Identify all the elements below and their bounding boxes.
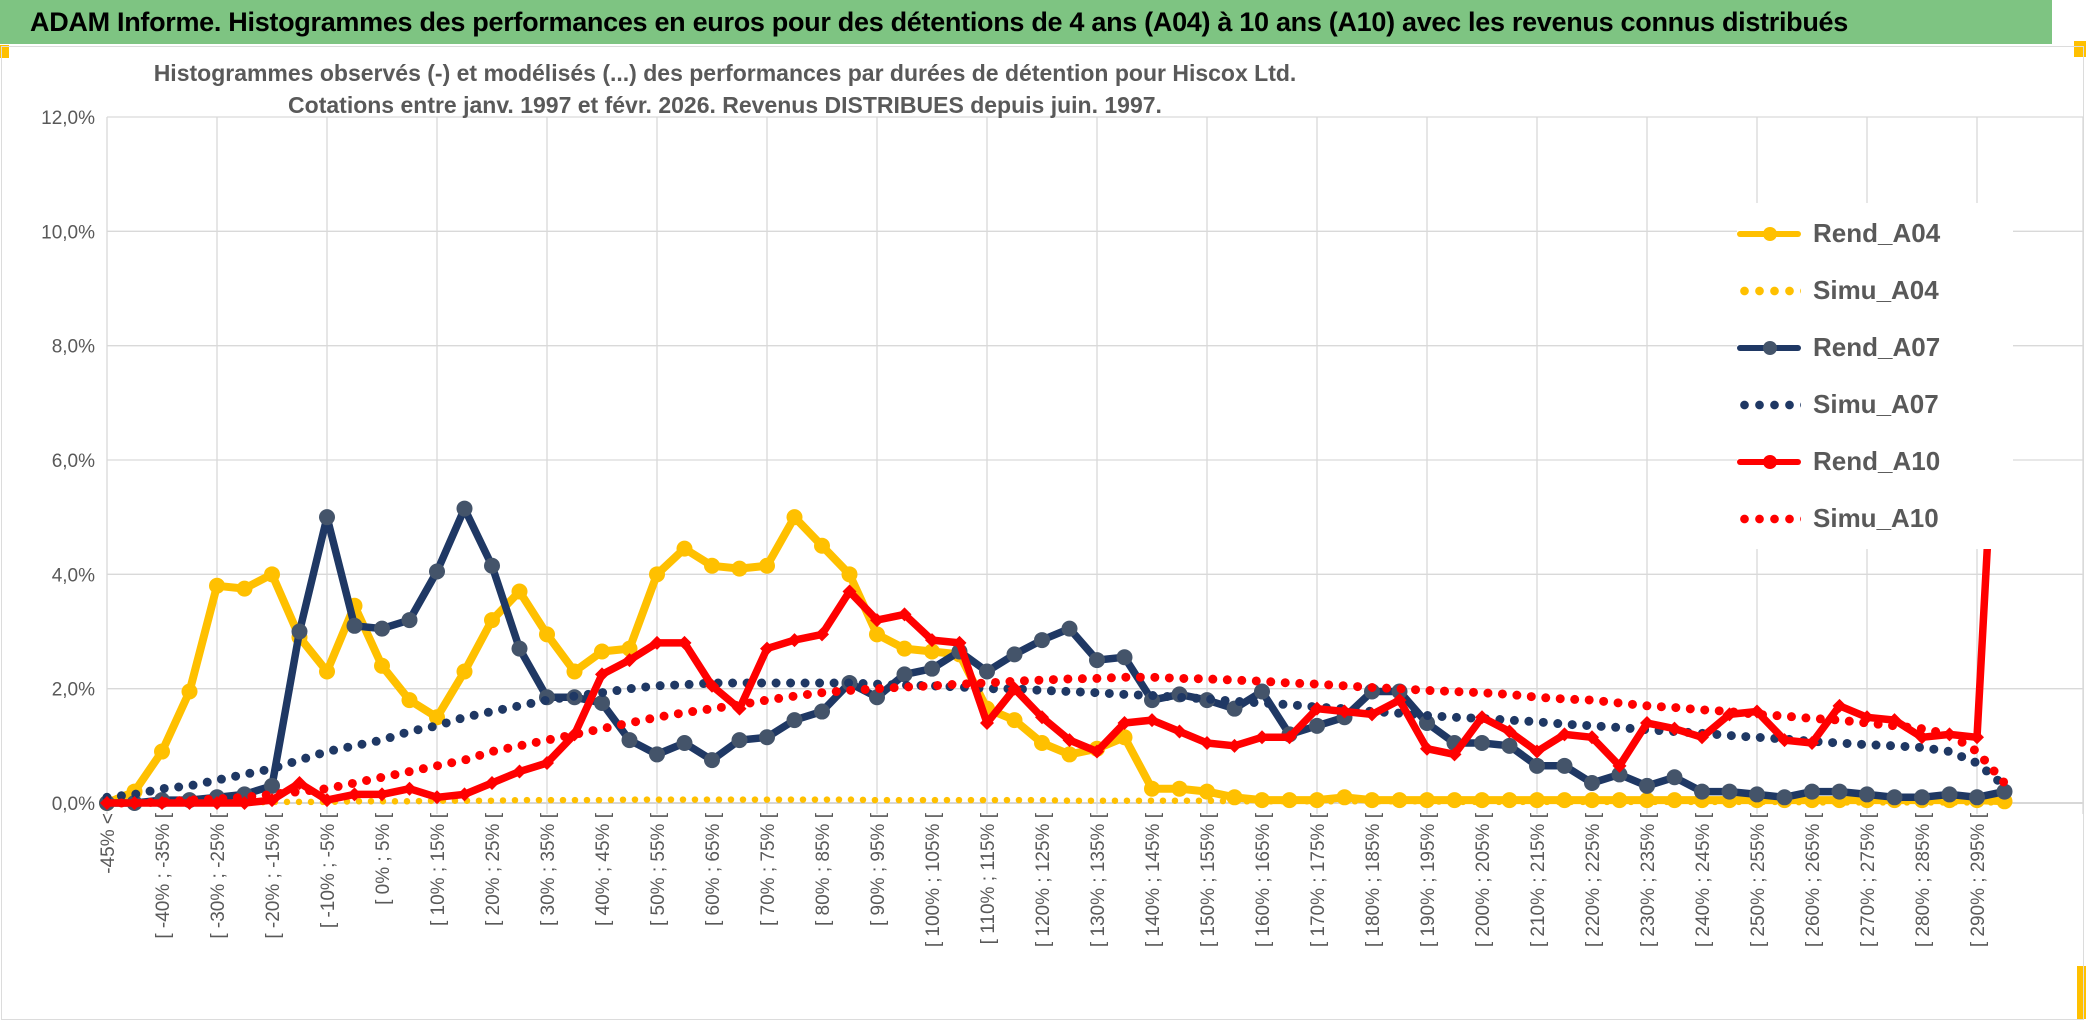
legend-marker-dot — [1763, 226, 1777, 241]
legend-item-rend-a07: Rend_A07 — [1737, 319, 2013, 376]
svg-text:0,0%: 0,0% — [52, 794, 95, 815]
svg-text:8,0%: 8,0% — [52, 337, 95, 358]
svg-text:10,0%: 10,0% — [41, 222, 95, 243]
legend-label: Rend_A07 — [1813, 332, 1941, 362]
y-axis-labels: 0,0% 2,0% 4,0% 6,0% 8,0% 10,0% 12,0% — [41, 108, 95, 815]
svg-text:[ -20% ; -15% [: [ -20% ; -15% [ — [263, 812, 284, 938]
report-title-bar: ADAM Informe. Histogrammes des performan… — [0, 0, 2052, 44]
legend-item-rend-a04: Rend_A04 — [1737, 205, 2013, 262]
svg-text:2,0%: 2,0% — [52, 680, 95, 701]
corner-accent-top-left — [0, 45, 9, 58]
svg-text:[ 10% ; 15% [: [ 10% ; 15% [ — [428, 812, 449, 926]
svg-text:[ 190% ; 195% [: [ 190% ; 195% [ — [1418, 812, 1439, 947]
svg-text:[ 40% ; 45% [: [ 40% ; 45% [ — [593, 812, 614, 926]
report-title: ADAM Informe. Histogrammes des performan… — [30, 7, 1848, 37]
legend-line-sample — [1737, 226, 1801, 241]
legend-label: Simu_A04 — [1813, 275, 1939, 305]
svg-text:[ 120% ; 125% [: [ 120% ; 125% [ — [1033, 812, 1054, 947]
legend-marker-dot — [1763, 340, 1777, 355]
legend-line-sample — [1737, 340, 1801, 355]
x-axis-labels: -45% < [ -40% ; -35% [ [ -30% ; -25% [ [ -2… — [98, 812, 1989, 947]
svg-text:4,0%: 4,0% — [52, 565, 95, 586]
svg-text:[ 110% ; 115% [: [ 110% ; 115% [ — [978, 812, 999, 944]
svg-text:[ 80% ; 85% [: [ 80% ; 85% [ — [813, 812, 834, 926]
svg-text:[ 90% ; 95% [: [ 90% ; 95% [ — [868, 812, 889, 926]
svg-text:[ 210% ; 215% [: [ 210% ; 215% [ — [1528, 812, 1549, 947]
svg-text:[ 0% ; 5% [: [ 0% ; 5% [ — [373, 812, 394, 905]
svg-text:[ 60% ; 65% [: [ 60% ; 65% [ — [703, 812, 724, 926]
series-Rend_A07 — [99, 500, 2013, 811]
legend-item-simu-a10: Simu_A10 — [1737, 490, 2013, 547]
chart-title: Histogrammes observés (-) et modélisés (… — [153, 60, 1297, 86]
series-Simu_A04 — [103, 796, 2008, 807]
svg-text:[ 280% ; 285% [: [ 280% ; 285% [ — [1913, 812, 1934, 947]
svg-text:[ 180% ; 185% [: [ 180% ; 185% [ — [1363, 812, 1384, 947]
svg-text:[ 200% ; 205% [: [ 200% ; 205% [ — [1473, 812, 1494, 947]
legend-label: Rend_A10 — [1813, 446, 1941, 476]
svg-text:[ 260% ; 265% [: [ 260% ; 265% [ — [1803, 812, 1824, 947]
legend-label: Simu_A07 — [1813, 389, 1939, 419]
svg-text:[ 30% ; 35% [: [ 30% ; 35% [ — [538, 812, 559, 926]
corner-accent-bottom-right — [2077, 966, 2086, 1019]
svg-text:[ -10% ; -5% [: [ -10% ; -5% [ — [318, 812, 339, 928]
svg-text:[ 50% ; 55% [: [ 50% ; 55% [ — [648, 812, 669, 926]
chart-title-block: Histogrammes observés (-) et modélisés (… — [154, 57, 1297, 121]
legend-line-sample — [1737, 283, 1801, 298]
svg-text:[ 70% ; 75% [: [ 70% ; 75% [ — [758, 812, 779, 926]
legend: Rend_A04 Simu_A04 Rend_A07 Simu_A07 Rend… — [1737, 203, 2013, 549]
svg-text:[ 140% ; 145% [: [ 140% ; 145% [ — [1143, 812, 1164, 947]
series-Simu_A07 — [102, 678, 2009, 802]
legend-label: Rend_A04 — [1813, 218, 1941, 248]
legend-line-sample — [1737, 397, 1801, 412]
svg-text:-45% <: -45% < — [98, 813, 119, 874]
legend-item-simu-a04: Simu_A04 — [1737, 262, 2013, 319]
svg-text:12,0%: 12,0% — [41, 108, 95, 129]
svg-text:[ 290% ; 295% [: [ 290% ; 295% [ — [1968, 812, 1989, 947]
series-Rend_A10 — [100, 224, 2012, 810]
svg-text:[ 230% ; 235% [: [ 230% ; 235% [ — [1638, 812, 1659, 947]
series-Simu_A10 — [102, 672, 2009, 808]
legend-line-sample — [1737, 511, 1801, 526]
svg-text:[ 100% ; 105% [: [ 100% ; 105% [ — [923, 812, 944, 947]
svg-text:[ 170% ; 175% [: [ 170% ; 175% [ — [1308, 812, 1329, 947]
legend-item-rend-a10: Rend_A10 — [1737, 433, 2013, 490]
svg-text:[ 220% ; 225% [: [ 220% ; 225% [ — [1583, 812, 1604, 947]
legend-marker-dot — [1763, 454, 1777, 469]
svg-text:[ 20% ; 25% [: [ 20% ; 25% [ — [483, 812, 504, 926]
svg-text:[ -40% ; -35% [: [ -40% ; -35% [ — [153, 812, 174, 938]
svg-text:[ -30% ; -25% [: [ -30% ; -25% [ — [208, 812, 229, 938]
legend-item-simu-a07: Simu_A07 — [1737, 376, 2013, 433]
legend-label: Simu_A10 — [1813, 503, 1939, 533]
svg-text:[ 150% ; 155% [: [ 150% ; 155% [ — [1198, 812, 1219, 947]
svg-text:[ 250% ; 255% [: [ 250% ; 255% [ — [1748, 812, 1769, 947]
svg-text:[ 130% ; 135% [: [ 130% ; 135% [ — [1088, 812, 1109, 947]
svg-text:[ 270% ; 275% [: [ 270% ; 275% [ — [1858, 812, 1879, 947]
svg-text:6,0%: 6,0% — [52, 451, 95, 472]
legend-line-sample — [1737, 454, 1801, 469]
chart-subtitle: Cotations entre janv. 1997 et févr. 2026… — [288, 92, 1162, 118]
series-Rend_A04 — [99, 509, 2013, 811]
svg-text:[ 240% ; 245% [: [ 240% ; 245% [ — [1693, 812, 1714, 947]
svg-text:[ 160% ; 165% [: [ 160% ; 165% [ — [1253, 812, 1274, 947]
